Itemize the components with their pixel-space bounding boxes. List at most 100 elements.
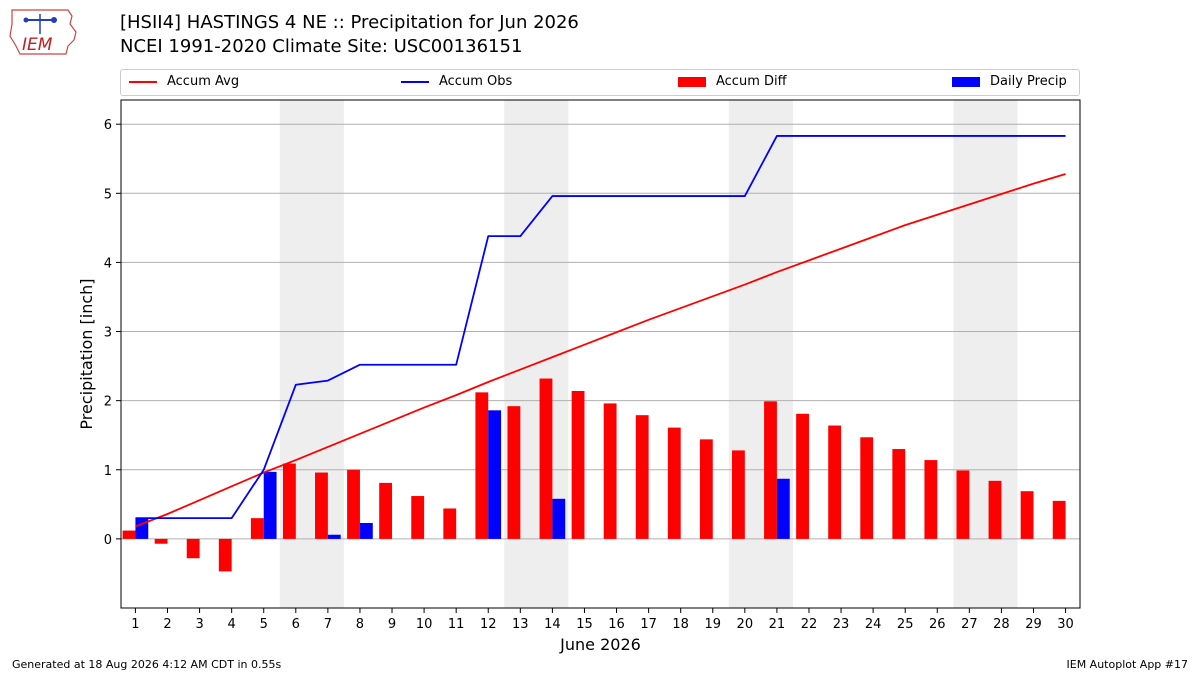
- accum-diff-bar-26: [924, 460, 938, 539]
- y-tick-label-0: 0: [104, 533, 112, 548]
- x-tick-label-21: 21: [769, 617, 786, 632]
- daily-precip-bar-8: [359, 522, 373, 539]
- chart-legend: Accum Avg Accum Obs Accum Diff Daily Pre…: [120, 69, 1080, 96]
- x-tick-label-29: 29: [1025, 617, 1042, 632]
- generated-footer: Generated at 18 Aug 2026 4:12 AM CDT in …: [12, 658, 282, 671]
- accum-diff-bar-9: [379, 482, 393, 539]
- x-tick-label-2: 2: [163, 617, 171, 632]
- accum-diff-bar-28: [988, 480, 1002, 539]
- x-tick-label-30: 30: [1057, 617, 1074, 632]
- legend-swatch-accum-obs: [401, 80, 429, 83]
- daily-precip-bar-14: [552, 498, 566, 539]
- chart-title: [HSII4] HASTINGS 4 NE :: Precipitation f…: [120, 12, 579, 33]
- chart-subtitle: NCEI 1991-2020 Climate Site: USC00136151: [120, 36, 523, 57]
- legend-item-daily-precip: Daily Precip: [952, 74, 1067, 90]
- accum-diff-bar-21: [764, 401, 777, 539]
- accum-diff-bar-15: [571, 390, 585, 539]
- x-tick-label-12: 12: [480, 617, 497, 632]
- x-tick-label-8: 8: [356, 617, 364, 632]
- accum-diff-bar-22: [796, 413, 809, 539]
- x-tick-label-28: 28: [993, 617, 1010, 632]
- accum-diff-bar-8: [347, 469, 360, 539]
- x-tick-label-22: 22: [801, 617, 818, 632]
- y-tick-label-6: 6: [104, 118, 112, 133]
- x-tick-label-10: 10: [416, 617, 433, 632]
- x-tick-label-17: 17: [640, 617, 657, 632]
- accum-obs-line: [135, 135, 1066, 520]
- accum-diff-bar-2: [154, 538, 168, 544]
- accum-diff-bar-17: [635, 415, 649, 539]
- x-tick-label-9: 9: [388, 617, 396, 632]
- x-tick-label-15: 15: [576, 617, 593, 632]
- accum-diff-bar-1: [122, 530, 136, 539]
- accum-diff-bar-23: [828, 425, 842, 539]
- x-tick-label-1: 1: [131, 617, 139, 632]
- x-tick-label-23: 23: [833, 617, 850, 632]
- x-axis-label: June 2026: [559, 635, 641, 654]
- daily-precip-bar-5: [263, 471, 277, 539]
- accum-diff-bar-3: [186, 538, 200, 559]
- accum-diff-bar-18: [667, 427, 681, 539]
- accum-diff-bar-30: [1052, 500, 1066, 539]
- x-tick-label-7: 7: [324, 617, 332, 632]
- accum-diff-bar-5: [250, 518, 264, 539]
- legend-swatch-accum-diff: [678, 76, 706, 87]
- accum-diff-bar-6: [282, 463, 296, 539]
- y-tick-label-3: 3: [104, 326, 112, 341]
- y-tick-label-1: 1: [104, 464, 112, 479]
- iem-logo: IEM: [8, 6, 80, 62]
- accum-diff-bar-10: [411, 496, 425, 539]
- legend-item-accum-diff: Accum Diff: [678, 74, 787, 90]
- bars: [122, 378, 1066, 572]
- legend-swatch-accum-avg: [129, 80, 157, 83]
- accum-diff-bar-24: [860, 437, 874, 539]
- accum-diff-bar-4: [218, 538, 232, 572]
- accum-diff-bar-25: [892, 449, 906, 539]
- x-tick-label-13: 13: [512, 617, 529, 632]
- accum-diff-bar-7: [315, 472, 328, 539]
- y-tick-label-2: 2: [104, 395, 112, 410]
- x-tick-label-27: 27: [961, 617, 978, 632]
- x-tick-label-25: 25: [897, 617, 914, 632]
- y-tick-label-4: 4: [104, 256, 112, 271]
- x-tick-label-19: 19: [704, 617, 721, 632]
- accum-diff-bar-11: [443, 508, 457, 539]
- legend-label-daily-precip: Daily Precip: [990, 74, 1067, 89]
- plot-frame: [120, 99, 1081, 609]
- logo-text: IEM: [22, 35, 53, 55]
- x-tick-label-5: 5: [260, 617, 268, 632]
- legend-item-accum-obs: Accum Obs: [401, 74, 512, 90]
- accum-diff-bar-19: [699, 439, 713, 539]
- accum-avg-line: [135, 173, 1066, 528]
- accum-diff-bar-13: [507, 406, 521, 539]
- legend-label-accum-obs: Accum Obs: [439, 74, 513, 89]
- grid-lines: [121, 123, 1080, 540]
- lines: [135, 135, 1066, 528]
- legend-item-accum-avg: Accum Avg: [129, 74, 239, 90]
- accum-diff-bar-12: [475, 392, 489, 539]
- accum-diff-bar-27: [956, 470, 970, 539]
- app-footer: IEM Autoplot App #17: [1066, 658, 1189, 671]
- x-tick-label-18: 18: [672, 617, 689, 632]
- accum-diff-bar-29: [1020, 491, 1034, 539]
- accum-diff-bar-14: [539, 378, 553, 539]
- x-tick-label-14: 14: [544, 617, 561, 632]
- x-tick-label-16: 16: [608, 617, 625, 632]
- legend-label-accum-diff: Accum Diff: [716, 74, 787, 89]
- accum-diff-bar-16: [603, 403, 617, 539]
- x-tick-label-11: 11: [448, 617, 465, 632]
- x-tick-label-4: 4: [228, 617, 236, 632]
- x-tick-label-26: 26: [929, 617, 946, 632]
- daily-precip-bar-12: [488, 410, 502, 539]
- legend-swatch-daily-precip: [952, 76, 980, 87]
- x-tick-label-6: 6: [292, 617, 300, 632]
- daily-precip-bar-7: [327, 534, 341, 539]
- x-tick-label-3: 3: [195, 617, 203, 632]
- y-axis-label: Precipitation [inch]: [77, 278, 96, 429]
- x-tick-label-20: 20: [737, 617, 754, 632]
- legend-label-accum-avg: Accum Avg: [167, 74, 240, 89]
- y-tick-label-5: 5: [104, 187, 112, 202]
- x-tick-label-24: 24: [865, 617, 882, 632]
